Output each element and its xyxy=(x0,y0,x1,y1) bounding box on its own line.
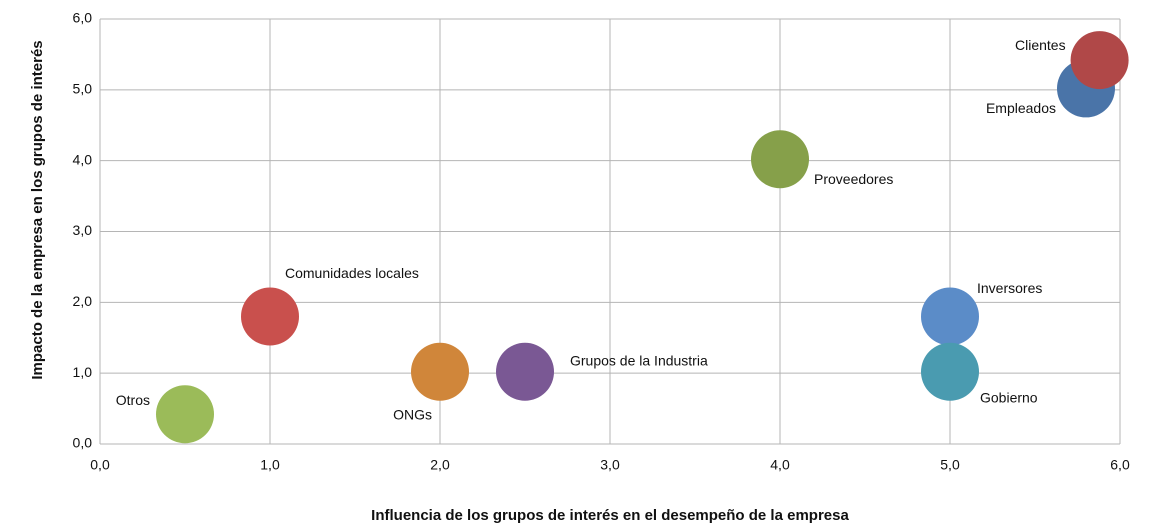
point-label: Comunidades locales xyxy=(285,265,419,281)
y-tick-label: 5,0 xyxy=(73,81,93,97)
point-label: Grupos de la Industria xyxy=(570,352,708,368)
bubble xyxy=(241,287,299,346)
x-axis-title: Influencia de los grupos de interés en e… xyxy=(371,507,849,524)
bubble xyxy=(1070,31,1129,90)
bubble xyxy=(156,385,214,444)
point-label: Otros xyxy=(116,392,150,408)
point-label: Clientes xyxy=(1015,37,1066,53)
point-label: Empleados xyxy=(986,100,1056,116)
x-tick-label: 4,0 xyxy=(770,457,790,473)
y-tick-label: 1,0 xyxy=(73,364,93,380)
point-label: ONGs xyxy=(393,406,432,422)
y-axis-title: Impacto de la empresa en los grupos de i… xyxy=(29,40,46,379)
y-tick-label: 6,0 xyxy=(73,10,93,26)
point-label: Inversores xyxy=(977,280,1042,296)
x-tick-label: 5,0 xyxy=(940,457,960,473)
bubble xyxy=(751,130,809,189)
x-tick-label: 2,0 xyxy=(430,457,450,473)
x-tick-label: 1,0 xyxy=(260,457,280,473)
y-tick-label: 2,0 xyxy=(73,293,93,309)
y-tick-label: 0,0 xyxy=(73,435,93,451)
x-tick-label: 6,0 xyxy=(1110,457,1130,473)
y-tick-label: 4,0 xyxy=(73,151,93,167)
bubble xyxy=(411,342,469,401)
point-label: Proveedores xyxy=(814,171,893,187)
bubble xyxy=(496,342,554,401)
x-tick-label: 3,0 xyxy=(600,457,620,473)
bubble xyxy=(921,287,979,346)
x-tick-label: 0,0 xyxy=(90,457,110,473)
y-tick-label: 3,0 xyxy=(73,222,93,238)
point-label: Gobierno xyxy=(980,389,1038,405)
bubble xyxy=(921,342,979,401)
